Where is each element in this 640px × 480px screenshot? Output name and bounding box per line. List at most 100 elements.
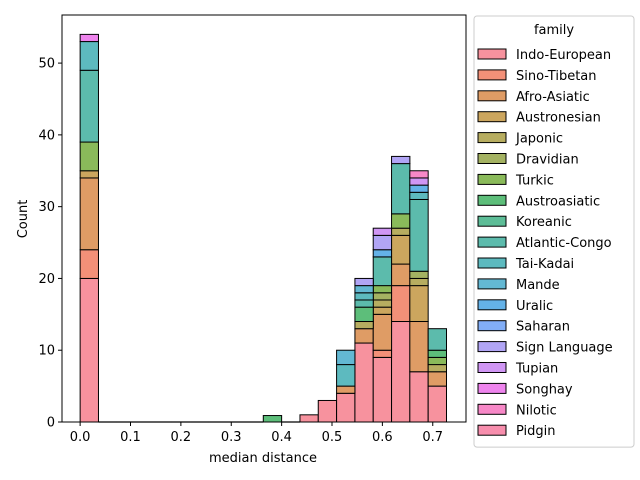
legend-label-dravidian: Dravidian xyxy=(516,153,579,168)
legend-swatch-austronesian xyxy=(477,111,507,123)
bar-indo-european-bin-14 xyxy=(336,392,356,423)
bar-austronesian-bin-16 xyxy=(372,306,393,315)
legend-swatch-tai-kadai xyxy=(477,257,507,269)
bar-afro-asiatic-bin-17 xyxy=(391,263,411,287)
legend-label-atlantic-congo: Atlantic-Congo xyxy=(516,236,612,251)
x-tick-label: 0.2 xyxy=(171,430,192,445)
bar-atlantic-congo-bin-17 xyxy=(391,163,411,215)
x-tick-label: 0.1 xyxy=(120,430,141,445)
legend-label-songhay: Songhay xyxy=(516,382,573,397)
legend-swatch-koreanic xyxy=(477,215,507,227)
legend-swatch-dravidian xyxy=(477,153,507,164)
y-tick-label: 50 xyxy=(38,57,55,72)
bar-atlantic-congo-bin-19 xyxy=(427,328,448,351)
legend-swatch-tupian xyxy=(477,362,507,373)
legend-label-tai-kadai: Tai-Kadai xyxy=(515,257,574,272)
legend-label-nilotic: Nilotic xyxy=(516,403,557,418)
legend-label-pidgin: Pidgin xyxy=(516,424,556,439)
bar-atlantic-congo-bin-16 xyxy=(372,256,393,287)
bar-indo-european-bin-13 xyxy=(317,399,338,423)
bar-sino-tibetan-bin-16 xyxy=(372,349,393,358)
bar-sign-language-bin-17 xyxy=(391,155,411,165)
bar-turkic-bin-16 xyxy=(372,285,393,294)
bar-tai-kadai-bin-0 xyxy=(79,41,99,71)
legend-label-tupian: Tupian xyxy=(515,362,558,377)
bars-layer xyxy=(79,33,448,423)
bar-atlantic-congo-bin-15 xyxy=(354,299,374,308)
legend-label-austronesian: Austronesian xyxy=(516,111,601,126)
bar-indo-european-bin-17 xyxy=(391,321,411,423)
bar-dravidian-bin-18 xyxy=(409,270,429,279)
bar-uralic-bin-16 xyxy=(372,249,393,258)
bar-songhay-bin-0 xyxy=(79,33,99,43)
bar-austronesian-bin-0 xyxy=(79,170,99,179)
x-tick-label: 0.6 xyxy=(372,430,393,445)
bar-dravidian-bin-16 xyxy=(372,292,393,301)
legend-label-uralic: Uralic xyxy=(516,299,553,314)
legend-label-koreanic: Koreanic xyxy=(516,215,572,230)
legend-label-saharan: Saharan xyxy=(516,320,570,335)
legend-label-sino-tibetan: Sino-Tibetan xyxy=(516,69,597,84)
bar-japonic-bin-15 xyxy=(354,321,374,330)
bar-indo-european-bin-16 xyxy=(372,356,393,423)
bar-austronesian-bin-18 xyxy=(409,285,429,323)
bar-tupian-bin-18 xyxy=(409,177,429,186)
bar-turkic-bin-17 xyxy=(391,213,411,229)
x-tick-label: 0.0 xyxy=(70,430,91,445)
legend-box xyxy=(473,15,635,448)
bar-austroasiatic-bin-15 xyxy=(354,306,374,323)
y-tick-label: 20 xyxy=(38,272,55,287)
bar-sino-tibetan-bin-17 xyxy=(391,285,411,323)
legend-swatch-pidgin xyxy=(477,424,507,436)
bar-indo-european-bin-12 xyxy=(299,414,319,423)
legend-label-mande: Mande xyxy=(516,278,560,293)
x-axis-label: median distance xyxy=(209,451,317,466)
legend-swatch-songhay xyxy=(477,382,507,394)
bar-japonic-bin-19 xyxy=(427,364,448,373)
bar-indo-european-bin-0 xyxy=(79,277,99,423)
legend-label-japonic: Japonic xyxy=(515,132,563,147)
bar-tai-kadai-bin-15 xyxy=(354,292,374,301)
bar-afro-asiatic-bin-19 xyxy=(427,371,448,387)
legend-swatch-afro-asiatic xyxy=(477,90,507,102)
bar-mande-bin-14 xyxy=(336,349,356,366)
bar-afro-asiatic-bin-18 xyxy=(409,321,429,373)
legend-swatch-japonic xyxy=(477,132,507,144)
legend-swatch-atlantic-congo xyxy=(477,236,507,248)
bar-sign-language-bin-16 xyxy=(372,234,393,251)
legend: family Indo-European Sino-Tibetan Afro-Asia… xyxy=(473,15,635,448)
legend-swatch-nilotic xyxy=(477,403,507,415)
bar-tupian-bin-16 xyxy=(372,227,393,236)
bar-austroasiatic-bin-10 xyxy=(262,415,283,423)
bar-turkic-bin-19 xyxy=(427,356,448,366)
bar-atlantic-congo-bin-18 xyxy=(409,198,429,272)
bar-turkic-bin-0 xyxy=(79,141,99,172)
bar-afro-asiatic-bin-0 xyxy=(79,177,99,251)
bar-sino-tibetan-bin-0 xyxy=(79,249,99,279)
y-tick-label: 10 xyxy=(38,344,55,359)
bar-austronesian-bin-17 xyxy=(391,234,411,265)
legend-swatch-turkic xyxy=(477,173,507,185)
axes-layer: 0.0 0.1 0.2 0.3 0.4 0.5 0.6 0.7 0 10 20 30 40 50 xyxy=(38,14,467,445)
bar-japonic-bin-16 xyxy=(372,299,393,308)
plot-frame xyxy=(61,14,467,423)
x-tick-label: 0.5 xyxy=(322,430,343,445)
y-tick-label: 0 xyxy=(47,416,55,431)
legend-label-sign-language: Sign Language xyxy=(516,341,613,356)
bar-japonic-bin-17 xyxy=(391,227,411,236)
bar-tai-kadai-bin-18 xyxy=(409,191,429,200)
bar-indo-european-bin-19 xyxy=(427,385,448,423)
bar-japonic-bin-18 xyxy=(409,277,429,287)
bar-afro-asiatic-bin-15 xyxy=(354,328,374,344)
bar-afro-asiatic-bin-14 xyxy=(336,385,356,394)
legend-label-indo-european: Indo-European xyxy=(516,48,611,63)
legend-swatch-mande xyxy=(477,278,507,290)
y-axis-label: Count xyxy=(16,200,31,239)
legend-swatch-saharan xyxy=(477,320,507,332)
bar-indo-european-bin-15 xyxy=(354,342,374,423)
bar-uralic-bin-18 xyxy=(409,184,429,193)
bar-mande-bin-15 xyxy=(354,285,374,294)
bar-tai-kadai-bin-14 xyxy=(336,364,356,387)
legend-swatch-austroasiatic xyxy=(477,194,507,206)
